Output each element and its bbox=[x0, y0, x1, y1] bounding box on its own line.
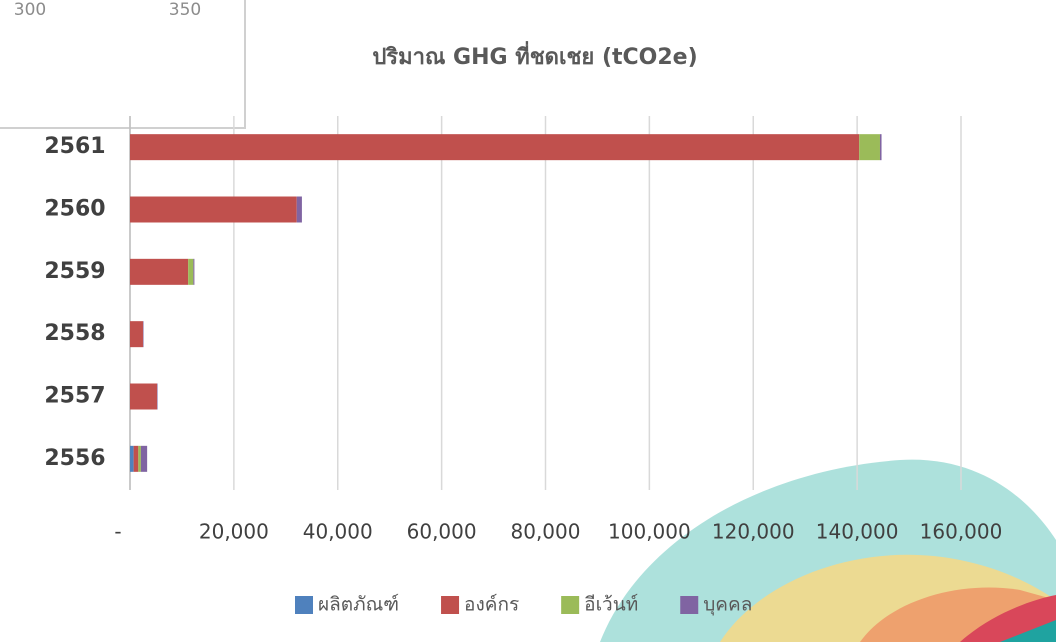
legend-label: องค์กร bbox=[464, 594, 519, 616]
y-tick-label: 2559 bbox=[44, 259, 105, 284]
bar bbox=[130, 445, 134, 472]
bar bbox=[130, 134, 860, 161]
x-tick-label: 160,000 bbox=[920, 520, 1003, 544]
bar bbox=[130, 196, 297, 223]
x-tick-label: 60,000 bbox=[407, 520, 477, 544]
x-tick-label: - bbox=[114, 520, 121, 544]
legend-swatch bbox=[680, 596, 699, 614]
bar bbox=[130, 321, 143, 348]
x-tick-label: 120,000 bbox=[712, 520, 795, 544]
x-tick-label: 20,000 bbox=[199, 520, 269, 544]
background-art bbox=[600, 459, 1056, 642]
bar bbox=[188, 258, 194, 285]
x-tick-label: 100,000 bbox=[608, 520, 691, 544]
legend-label: บุคคล bbox=[703, 594, 752, 617]
chart-title: ปริมาณ GHG ที่ชดเชย (tCO2e) bbox=[372, 40, 697, 70]
legend-swatch bbox=[561, 596, 580, 614]
bar bbox=[193, 258, 195, 285]
bar bbox=[879, 134, 882, 161]
bar bbox=[296, 196, 302, 223]
bar bbox=[142, 321, 144, 348]
legend-swatch bbox=[295, 596, 313, 614]
y-tick-label: 2561 bbox=[44, 134, 105, 159]
bar bbox=[859, 134, 880, 161]
bar bbox=[138, 445, 141, 472]
bar bbox=[133, 445, 139, 472]
bar bbox=[130, 258, 189, 285]
bar bbox=[130, 383, 158, 410]
overlay-label: 350 bbox=[169, 0, 201, 20]
overlay-label: 300 bbox=[14, 0, 46, 20]
bar bbox=[157, 383, 158, 410]
y-tick-label: 2557 bbox=[44, 384, 105, 409]
y-tick-label: 2558 bbox=[44, 321, 105, 346]
legend-label: ผลิตภัณฑ์ bbox=[318, 594, 399, 616]
x-tick-label: 40,000 bbox=[303, 520, 373, 544]
y-tick-label: 2556 bbox=[44, 446, 105, 471]
overlay-window: 300 350 bbox=[0, 0, 246, 129]
y-tick-label: 2560 bbox=[44, 197, 105, 222]
legend-label: อีเว้นท์ bbox=[584, 594, 638, 616]
x-tick-label: 80,000 bbox=[511, 520, 581, 544]
legend-swatch bbox=[441, 596, 460, 614]
bar bbox=[140, 445, 148, 472]
x-tick-label: 140,000 bbox=[816, 520, 899, 544]
